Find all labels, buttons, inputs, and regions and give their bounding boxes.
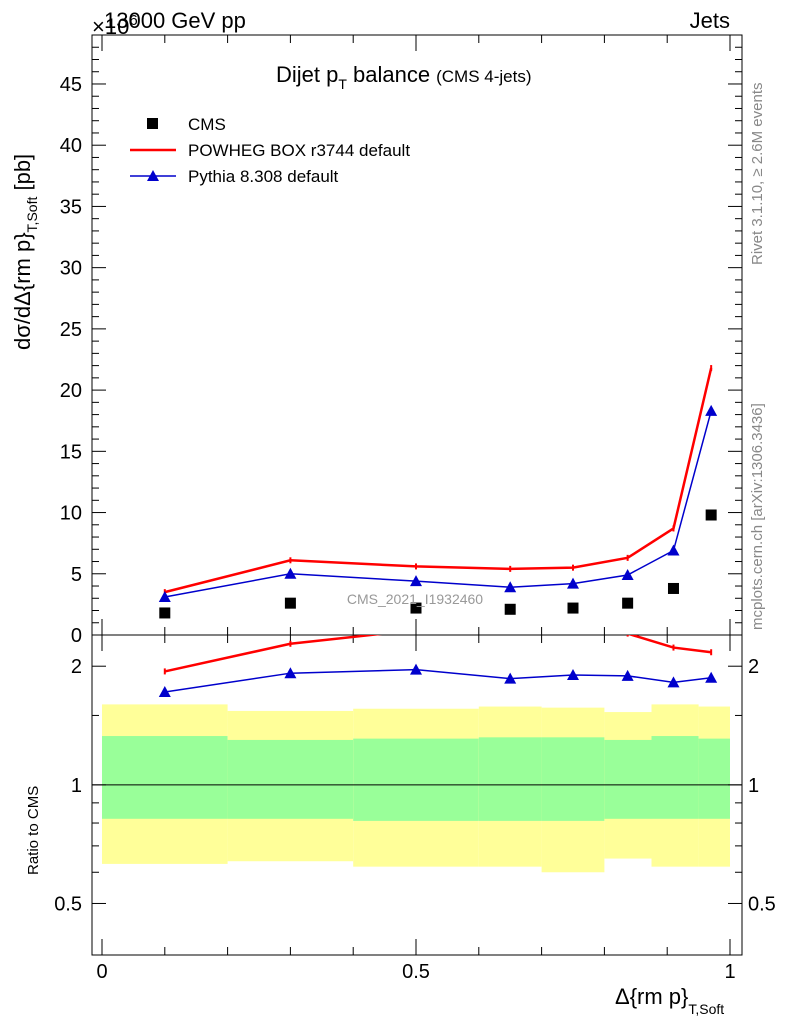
legend-marker-pythia [147,170,159,181]
legend-label-pythia: Pythia 8.308 default [188,167,339,186]
ratio-bands [92,704,742,873]
cms-point [410,602,422,614]
band-inner [478,737,542,821]
ratio-pythia-point [705,671,718,683]
pythia-point [158,591,171,603]
y-tick-label: 15 [60,441,82,463]
ratio-y-tick-label: 0.5 [54,893,82,915]
ratio-pythia-point [621,669,634,681]
axes: 0 5 10 15 20 25 30 35 40 45 0 0.5 1 0.5 0.5 1 1 2 2 [54,35,776,983]
ratio-pythia-point [504,672,517,684]
y-tick-label: 25 [60,319,82,341]
band-inner [651,736,699,819]
ratio-powheg-line [164,635,712,673]
cms-point [504,603,516,615]
y-tick-label: 0 [71,625,82,647]
pythia-point [504,581,517,593]
x-tick-label: 0 [96,961,107,983]
plot-title: Dijet pT balance (CMS 4-jets) [276,62,532,92]
y-tick-label: 20 [60,380,82,402]
pythia-point [410,575,422,587]
ratio-series [158,635,718,698]
pythia-point [621,569,634,580]
energy-label: 13000 GeV pp [104,8,246,33]
ratio-pythia-point [567,668,579,680]
y-tick-label: 10 [60,503,82,525]
powheg-line [164,367,713,594]
legend-marker-cms [147,118,158,129]
main-series [158,365,718,619]
analysis-watermark: CMS_2021_I1932460 [347,591,483,607]
pythia-point [705,404,718,416]
y-tick-label: 5 [71,564,82,586]
ratio-pythia-point [667,676,680,688]
cms-point [622,597,634,609]
y-axis-label: dσ/dΔ{rm p}T,Soft [pb] [10,154,40,350]
side-label-mcplots: mcplots.cern.ch [arXiv:1306.3436] [749,403,766,630]
pythia-point [567,577,579,589]
band-inner [604,739,652,819]
legend-label-cms: CMS [188,115,226,134]
ratio-pythia-point [410,663,422,675]
cms-point [567,602,579,614]
y-tick-label: 45 [60,74,82,96]
side-label-rivet: Rivet 3.1.10, ≥ 2.6M events [749,83,766,266]
category-label: Jets [690,8,730,33]
x-tick-label: 1 [724,961,735,983]
y-tick-label: 30 [60,258,82,280]
legend-label-powheg: POWHEG BOX r3744 default [188,141,410,160]
x-tick-label: 0.5 [402,961,430,983]
cms-point [667,582,679,594]
band-inner [102,736,228,819]
x-axis-label: Δ{rm p}T,Soft [615,984,724,1017]
ratio-pythia-point [158,686,171,698]
pythia-line [164,410,712,598]
cms-point [284,597,296,609]
band-inner [353,738,479,821]
cms-point [159,607,171,619]
pythia-point [284,567,297,579]
cms-point [705,509,717,521]
band-inner [227,739,354,819]
ratio-plot-frame [91,634,743,956]
band-inner [541,737,605,821]
ratio-y-tick-label-right: 1 [748,775,759,797]
y-tick-label: 40 [60,135,82,157]
ratio-y-tick-label-right: 0.5 [748,893,776,915]
ratio-pythia-point [284,667,297,679]
y-tick-label: 35 [60,196,82,218]
ratio-y-tick-label: 1 [71,775,82,797]
ratio-y-tick-label-right: 2 [748,656,759,678]
series-layer [158,365,718,698]
ratio-y-axis-label: Ratio to CMS [25,786,42,875]
band-inner [698,738,730,819]
pythia-point [667,544,680,556]
legend: CMS POWHEG BOX r3744 default Pythia 8.30… [130,115,410,186]
ratio-pythia-line [164,668,712,693]
ratio-y-tick-label: 2 [71,656,82,678]
